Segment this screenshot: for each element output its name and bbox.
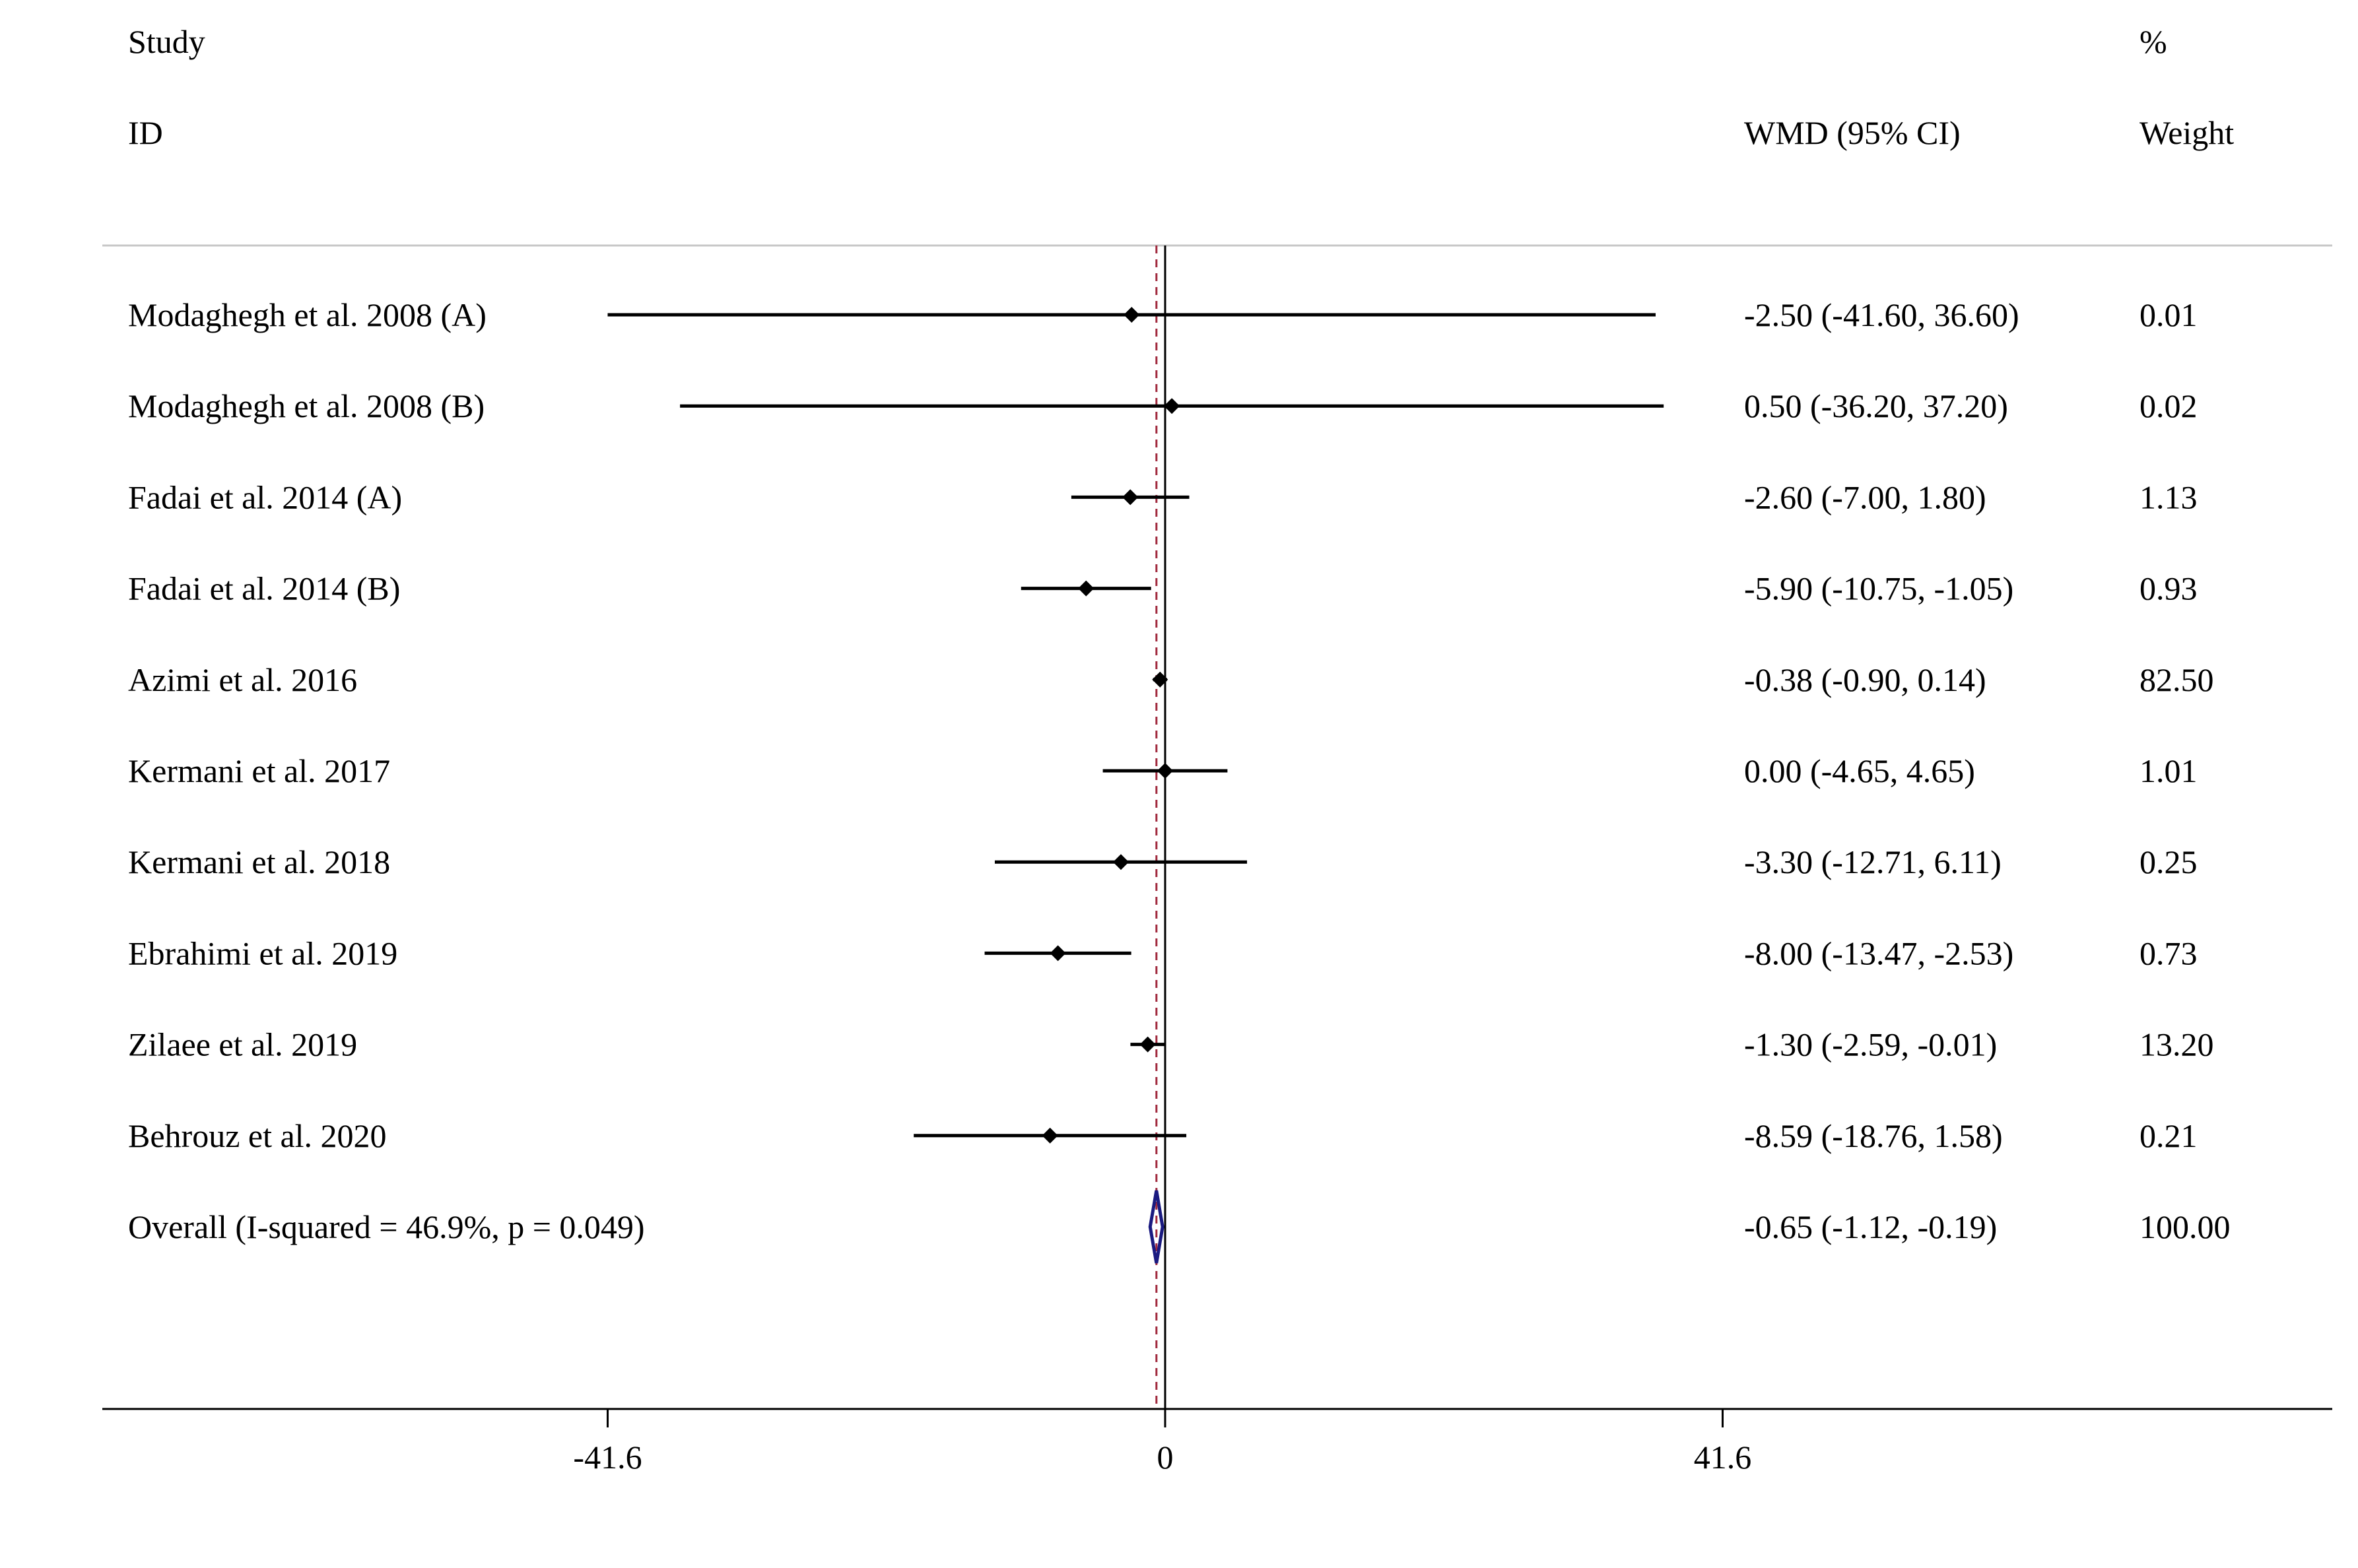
reference-lines	[1155, 245, 1166, 1409]
study-row: Modaghegh et al. 2008 (B) 0.50 (-36.20, 3…	[128, 387, 2198, 424]
x-tick-label: -41.6	[573, 1439, 642, 1476]
point-estimate	[1042, 1127, 1058, 1144]
point-estimate	[1078, 580, 1095, 597]
ci-value: 0.50 (-36.20, 37.20)	[1744, 387, 2008, 424]
weight-value: 1.13	[2139, 478, 2198, 515]
point-estimate	[1139, 1036, 1156, 1053]
x-tick-label: 41.6	[1694, 1439, 1752, 1476]
header-weight: Weight	[2139, 114, 2234, 151]
weight-value: 82.50	[2139, 661, 2214, 698]
ci-value: -3.30 (-12.71, 6.11)	[1744, 843, 2002, 880]
weight-value: 0.73	[2139, 934, 2198, 971]
point-estimate	[1122, 489, 1139, 506]
header-id: ID	[128, 114, 163, 151]
weight-value: 0.02	[2139, 387, 2198, 424]
study-row: Kermani et al. 2018 -3.30 (-12.71, 6.11) 0…	[128, 843, 2198, 880]
study-row: Kermani et al. 2017 0.00 (-4.65, 4.65) 1.0…	[128, 752, 2198, 789]
weight-value: 0.01	[2139, 296, 2198, 333]
point-estimate	[1113, 854, 1129, 870]
overall-weight-value: 100.00	[2139, 1208, 2231, 1245]
study-label: Fadai et al. 2014 (B)	[128, 570, 400, 607]
ci-value: -2.50 (-41.60, 36.60)	[1744, 296, 2019, 333]
ci-value: -2.60 (-7.00, 1.80)	[1744, 478, 1986, 515]
overall-label: Overall (I-squared = 46.9%, p = 0.049)	[128, 1208, 645, 1245]
weight-value: 0.93	[2139, 570, 2198, 607]
weight-value: 0.25	[2139, 843, 2198, 880]
study-label: Modaghegh et al. 2008 (A)	[128, 296, 487, 333]
point-estimate	[1124, 307, 1140, 323]
study-label: Behrouz et al. 2020	[128, 1117, 387, 1154]
study-label: Zilaee et al. 2019	[128, 1026, 357, 1063]
weight-value: 0.21	[2139, 1117, 2198, 1154]
study-row: Fadai et al. 2014 (A) -2.60 (-7.00, 1.80)…	[128, 478, 2198, 515]
study-rows: Modaghegh et al. 2008 (A) -2.50 (-41.60, …	[128, 296, 2214, 1154]
study-row: Fadai et al. 2014 (B) -5.90 (-10.75, -1.0…	[128, 570, 2198, 607]
ci-value: -8.59 (-18.76, 1.58)	[1744, 1117, 2003, 1154]
overall-row: Overall (I-squared = 46.9%, p = 0.049) -0…	[128, 1190, 2231, 1264]
x-tick-label: 0	[1157, 1439, 1174, 1476]
ci-value: -1.30 (-2.59, -0.01)	[1744, 1026, 1997, 1063]
study-label: Fadai et al. 2014 (A)	[128, 478, 402, 515]
study-label: Ebrahimi et al. 2019	[128, 934, 397, 971]
study-row: Zilaee et al. 2019 -1.30 (-2.59, -0.01) 13…	[128, 1026, 2214, 1063]
overall-ci-value: -0.65 (-1.12, -0.19)	[1744, 1208, 1997, 1245]
weight-value: 1.01	[2139, 752, 2198, 789]
header-effect: WMD (95% CI)	[1744, 114, 1961, 151]
point-estimate	[1164, 398, 1180, 414]
weight-value: 13.20	[2139, 1026, 2214, 1063]
study-label: Kermani et al. 2017	[128, 752, 390, 789]
study-label: Modaghegh et al. 2008 (B)	[128, 387, 485, 424]
point-estimate	[1157, 763, 1173, 779]
header-study: Study	[128, 23, 205, 60]
point-estimate	[1050, 945, 1066, 962]
x-axis: -41.6 0 41.6	[102, 1408, 2332, 1476]
point-estimate	[1152, 671, 1168, 688]
ci-value: -5.90 (-10.75, -1.05)	[1744, 570, 2013, 607]
ci-value: 0.00 (-4.65, 4.65)	[1744, 752, 1975, 789]
study-label: Azimi et al. 2016	[128, 661, 357, 698]
study-row: Behrouz et al. 2020 -8.59 (-18.76, 1.58) 0…	[128, 1117, 2198, 1154]
study-row: Ebrahimi et al. 2019 -8.00 (-13.47, -2.53…	[128, 934, 2198, 971]
overall-diamond	[1148, 1190, 1164, 1264]
ci-value: -0.38 (-0.90, 0.14)	[1744, 661, 1986, 698]
study-label: Kermani et al. 2018	[128, 843, 390, 880]
study-row: Modaghegh et al. 2008 (A) -2.50 (-41.60, …	[128, 296, 2198, 333]
study-row: Azimi et al. 2016 -0.38 (-0.90, 0.14) 82.5…	[128, 661, 2214, 698]
ci-value: -8.00 (-13.47, -2.53)	[1744, 934, 2013, 971]
header-percent: %	[2139, 23, 2167, 60]
